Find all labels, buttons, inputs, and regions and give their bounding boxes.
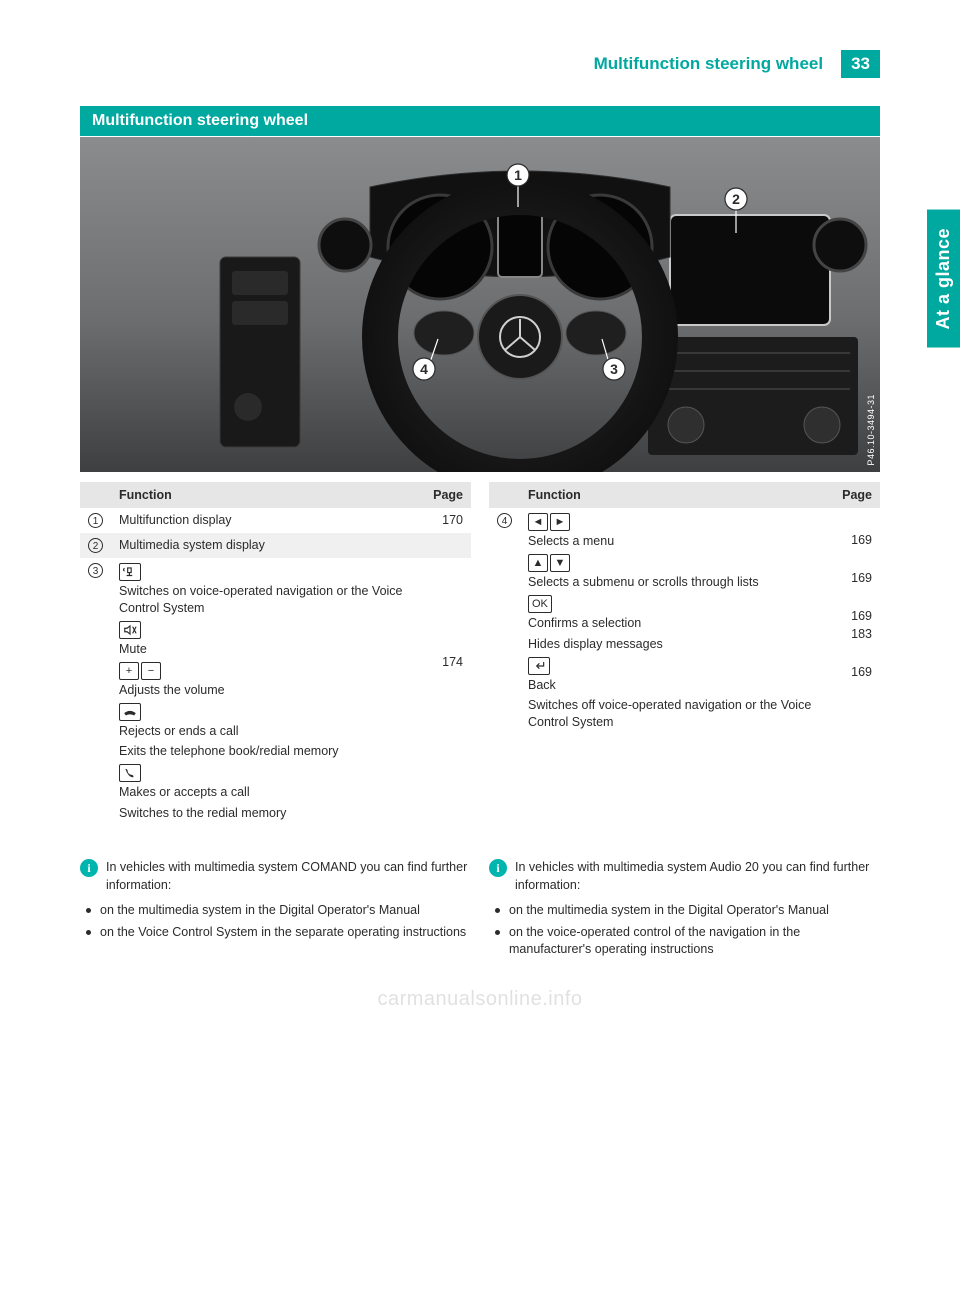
table-row: 3 Switches on voice-operated navigation o… [80, 558, 471, 831]
page-ref: 174 [427, 655, 463, 669]
info-note-left: i In vehicles with multimedia system COM… [80, 859, 471, 963]
svg-text:3: 3 [610, 361, 618, 377]
page-cell: 174 [419, 558, 471, 831]
info-icon: i [489, 859, 507, 877]
function-text: Selects a menu [528, 533, 820, 550]
keycap-icon: OK [528, 595, 552, 613]
running-title: Multifunction steering wheel [594, 54, 824, 74]
table-row: 2 Multimedia system display [80, 533, 471, 558]
info-icon: i [80, 859, 98, 877]
page-ref: 183 [836, 627, 872, 641]
keycap-icon: ► [550, 513, 570, 531]
col-spacer [489, 482, 520, 508]
list-item: on the voice-operated control of the nav… [509, 924, 880, 959]
svg-text:1: 1 [514, 167, 522, 183]
keycap-icon [528, 657, 550, 675]
function-text: Mute [119, 641, 411, 658]
keycap-icon [119, 621, 141, 639]
keycap-icon [119, 703, 141, 721]
col-header-function: Function [111, 482, 419, 508]
row-marker: 4 [497, 513, 512, 528]
function-cell: ◄► Selects a menu ▲▼ Selects a submenu or s… [520, 508, 828, 740]
hero-image: 1 2 3 4 P46.10-3494-31 [80, 137, 880, 472]
info-lead-text: In vehicles with multimedia system Audio… [515, 859, 880, 894]
keycap-icon [119, 764, 141, 782]
table-row: 4 ◄► Selects a menu ▲▼ Selects a submenu or … [489, 508, 880, 740]
page-ref: 169 [836, 571, 872, 585]
svg-text:2: 2 [732, 191, 740, 207]
function-text: Multimedia system display [111, 533, 419, 558]
table-row: 1 Multifunction display170 [80, 508, 471, 533]
function-text: Makes or accepts a call [119, 784, 411, 801]
col-header-page: Page [828, 482, 880, 508]
page-ref: 169 [836, 609, 872, 623]
running-page-number: 33 [841, 50, 880, 78]
function-tables: Function Page 1Multifunction display1702… [80, 482, 880, 831]
function-text: Confirms a selection [528, 615, 820, 632]
function-table-left: Function Page 1Multifunction display1702… [80, 482, 471, 831]
function-cell: Switches on voice-operated navigation or… [111, 558, 419, 831]
keycap-icon [119, 563, 141, 581]
info-lead-text: In vehicles with multimedia system COMAN… [106, 859, 471, 894]
function-text: Switches off voice-operated navigation o… [528, 697, 820, 731]
page-ref: 169 [836, 533, 872, 547]
section-title: Multifunction steering wheel [80, 106, 880, 136]
function-text: Switches to the redial memory [119, 805, 411, 822]
function-text: Exits the telephone book/redial memory [119, 743, 411, 760]
function-text: Back [528, 677, 820, 694]
dashboard-illustration: 1 2 3 4 [80, 137, 880, 472]
col-header-page: Page [419, 482, 471, 508]
info-bullets-left: on the multimedia system in the Digital … [80, 902, 471, 941]
svg-text:4: 4 [420, 361, 428, 377]
function-text: Selects a submenu or scrolls through lis… [528, 574, 820, 591]
row-marker: 3 [88, 563, 103, 578]
list-item: on the multimedia system in the Digital … [100, 902, 471, 920]
row-marker: 1 [88, 513, 103, 528]
keycap-icon: + [119, 662, 139, 680]
running-header: Multifunction steering wheel 33 [80, 50, 880, 78]
col-spacer [80, 482, 111, 508]
keycap-icon: ▲ [528, 554, 548, 572]
col-header-function: Function [520, 482, 828, 508]
section-side-tab: At a glance [927, 210, 960, 348]
function-text: Switches on voice-operated navigation or… [119, 583, 411, 617]
info-note-right: i In vehicles with multimedia system Aud… [489, 859, 880, 963]
keycap-icon: ◄ [528, 513, 548, 531]
list-item: on the Voice Control System in the separ… [100, 924, 471, 942]
function-text: Hides display messages [528, 636, 820, 653]
function-table-right: Function Page 4 ◄► Selects a menu ▲▼ Selects… [489, 482, 880, 831]
function-text: Rejects or ends a call [119, 723, 411, 740]
info-notes: i In vehicles with multimedia system COM… [80, 859, 880, 963]
page-ref: 169 [836, 665, 872, 679]
function-text: Adjusts the volume [119, 682, 411, 699]
hero-image-ref: P46.10-3494-31 [866, 394, 876, 466]
list-item: on the multimedia system in the Digital … [509, 902, 880, 920]
function-text: Multifunction display [111, 508, 419, 533]
keycap-icon: − [141, 662, 161, 680]
watermark: carmanualsonline.info [377, 988, 582, 1011]
page-ref [419, 533, 471, 558]
info-bullets-right: on the multimedia system in the Digital … [489, 902, 880, 959]
page-cell: 169 169 169 183 169 [828, 508, 880, 740]
row-marker: 2 [88, 538, 103, 553]
page: Multifunction steering wheel 33 At a gla… [0, 0, 960, 1023]
keycap-icon: ▼ [550, 554, 570, 572]
page-ref: 170 [419, 508, 471, 533]
